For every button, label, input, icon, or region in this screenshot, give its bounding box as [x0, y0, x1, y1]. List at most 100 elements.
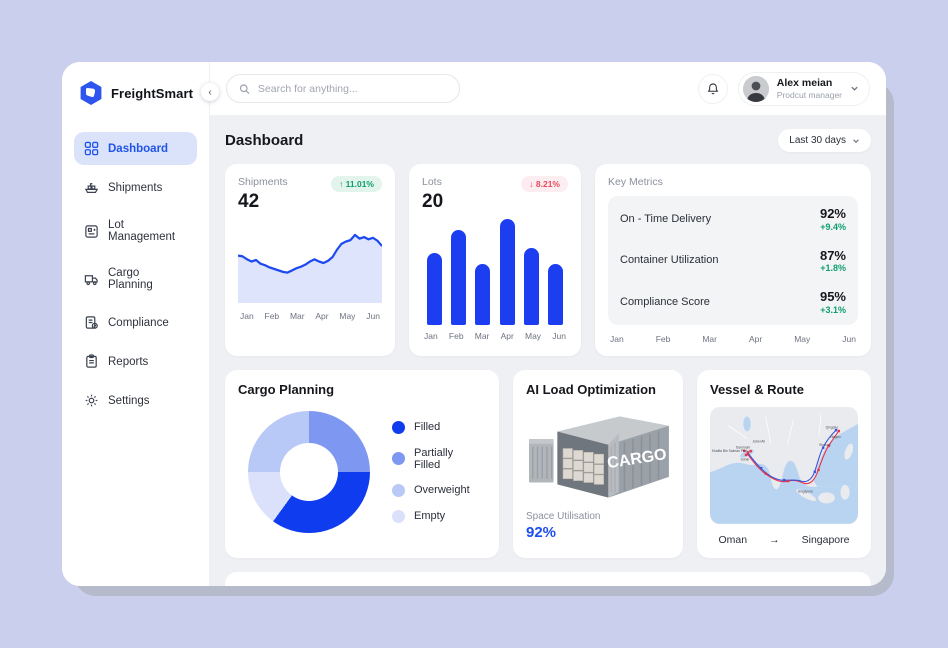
sidebar-item-label: Lot Management — [108, 219, 176, 243]
dashboard-content: Dashboard Last 30 days Shipments 42 ↑ 11… — [210, 116, 886, 586]
metric-delta: +3.1% — [820, 304, 846, 315]
shipments-stat-card: Shipments 42 ↑ 11.01% Jan Feb Mar Apr May Jun — [225, 164, 395, 356]
sidebar-item-compliance[interactable]: Compliance — [74, 306, 197, 339]
sidebar: FreightSmart ‹ Dashboard Shipments — [62, 62, 219, 586]
key-metrics-panel: On - Time Delivery 92% +9.4% Container U… — [608, 196, 858, 325]
shipments-line-chart — [237, 221, 383, 305]
date-range-dropdown[interactable]: Last 30 days — [778, 129, 871, 152]
metric-value: 95% — [819, 289, 846, 305]
user-profile-menu[interactable]: Alex meian Prodcut manager — [737, 71, 870, 106]
freightsmart-logo-icon — [80, 81, 102, 105]
axis-tick: Mar — [289, 311, 305, 321]
lots-x-axis: Jan Feb Mar Apr May Jun — [422, 331, 568, 341]
shipments-delta-badge: ↑ 11.01% — [331, 176, 382, 192]
axis-tick: Jan — [424, 331, 438, 341]
chevron-down-icon — [853, 138, 859, 143]
port-label: Jebel Ali — [753, 439, 766, 443]
legend-label: Overweight — [414, 484, 470, 497]
metric-delta: +9.4% — [820, 221, 846, 232]
search-icon — [239, 83, 250, 94]
legend-label: Filled — [414, 421, 441, 434]
route-arrow: → — [769, 533, 780, 546]
legend-dot — [392, 420, 405, 434]
port-label: Dammam — [736, 445, 751, 449]
sidebar-item-label: Settings — [108, 394, 150, 407]
dashboard-icon — [84, 141, 99, 156]
vessel-route-title: Vessel & Route — [710, 381, 804, 397]
sidebar-item-label: Dashboard — [108, 142, 169, 155]
axis-tick: Jun — [366, 311, 380, 321]
legend-dot — [392, 483, 405, 497]
metric-row-on-time-delivery: On - Time Delivery 92% +9.4% — [620, 198, 846, 240]
bar — [451, 229, 467, 325]
app-window: FreightSmart ‹ Dashboard Shipments — [62, 62, 886, 586]
bar — [499, 219, 515, 325]
topbar-right: Alex meian Prodcut manager — [697, 71, 870, 106]
axis-tick: Jan — [240, 311, 254, 321]
search-input[interactable] — [257, 82, 447, 95]
legend-item: Overweight — [392, 483, 480, 497]
bar — [523, 247, 539, 325]
sidebar-item-reports[interactable]: Reports — [74, 345, 197, 378]
axis-tick: May — [339, 311, 356, 321]
legend-item: Partially Filled — [392, 447, 480, 471]
metric-row-container-utilization: Container Utilization 87% +1.8% — [620, 240, 846, 282]
sidebar-item-shipments[interactable]: Shipments — [74, 171, 197, 204]
user-text: Alex meian Prodcut manager — [777, 77, 842, 101]
shipments-value: 42 — [238, 191, 260, 212]
axis-tick: Jun — [842, 333, 856, 344]
ai-load-title: AI Load Optimization — [526, 381, 656, 397]
axis-tick: Jun — [552, 331, 566, 341]
legend-item: Empty — [392, 509, 480, 523]
metric-delta: +1.8% — [820, 263, 846, 274]
lot-box-icon — [85, 224, 98, 238]
donut-hole — [280, 442, 338, 501]
port-label: Shekou — [819, 443, 830, 447]
key-metrics-title: Key Metrics — [608, 176, 663, 188]
legend-label: Empty — [414, 510, 446, 523]
key-metrics-card: Key Metrics On - Time Delivery 92% +9.4%… — [595, 164, 871, 356]
legend-dot — [392, 509, 405, 523]
report-clipboard-icon — [86, 354, 97, 368]
lots-card-label: Lots — [422, 176, 442, 188]
metric-value: 92% — [819, 206, 846, 221]
vessel-route-card: Vessel & Route — [697, 369, 871, 558]
cargo-planning-title: Cargo Planning — [238, 381, 335, 397]
axis-tick: Apr — [315, 311, 329, 321]
compliance-doc-icon — [85, 316, 98, 329]
sidebar-collapse-button[interactable]: ‹ — [201, 83, 219, 101]
cargo-container-illustration: CARGO — [526, 405, 670, 509]
axis-tick: Mar — [474, 331, 490, 341]
shipments-x-axis: Jan Feb Mar Apr May Jun — [238, 311, 382, 321]
main-area: Alex meian Prodcut manager Dashboard Las… — [210, 62, 886, 586]
search-bar[interactable] — [226, 74, 460, 103]
legend-dot — [392, 452, 405, 466]
lots-stat-card: Lots 20 ↓ 8.21% Jan Feb Mar Apr May Jun — [409, 164, 581, 356]
key-metrics-x-axis: Jan Feb Mar Apr May Jun — [608, 334, 858, 344]
lots-value: 20 — [422, 191, 444, 212]
sidebar-item-lot-management[interactable]: Lot Management — [74, 210, 197, 252]
bell-icon — [707, 82, 719, 94]
sidebar-item-label: Compliance — [108, 316, 169, 329]
ship-icon — [84, 183, 99, 193]
cargo-legend: Filled Partially Filled Overweight Empty — [392, 420, 480, 523]
shipments-table-title: Shipments — [238, 584, 858, 586]
page-head: Dashboard Last 30 days — [225, 129, 871, 152]
sidebar-item-label: Shipments — [108, 181, 163, 194]
sidebar-item-dashboard[interactable]: Dashboard — [74, 132, 197, 165]
bar — [475, 263, 491, 325]
space-utilisation-value: 92% — [526, 523, 557, 541]
gear-icon — [85, 394, 98, 407]
sidebar-item-settings[interactable]: Settings — [74, 384, 197, 417]
ai-load-card: AI Load Optimization — [513, 369, 683, 558]
metric-row-compliance-score: Compliance Score 95% +3.1% — [620, 281, 846, 323]
bar — [427, 252, 442, 325]
avatar-photo — [742, 75, 769, 102]
port-label: Khalifa Bin Salman Port — [712, 449, 747, 453]
shipments-card-label: Shipments — [238, 176, 288, 188]
shipments-table-card: Shipments — [225, 571, 871, 586]
sidebar-item-cargo-planning[interactable]: Cargo Planning — [74, 258, 197, 300]
port-label: Qingdao — [826, 425, 839, 429]
notifications-button[interactable] — [697, 73, 728, 104]
bar — [547, 263, 563, 325]
